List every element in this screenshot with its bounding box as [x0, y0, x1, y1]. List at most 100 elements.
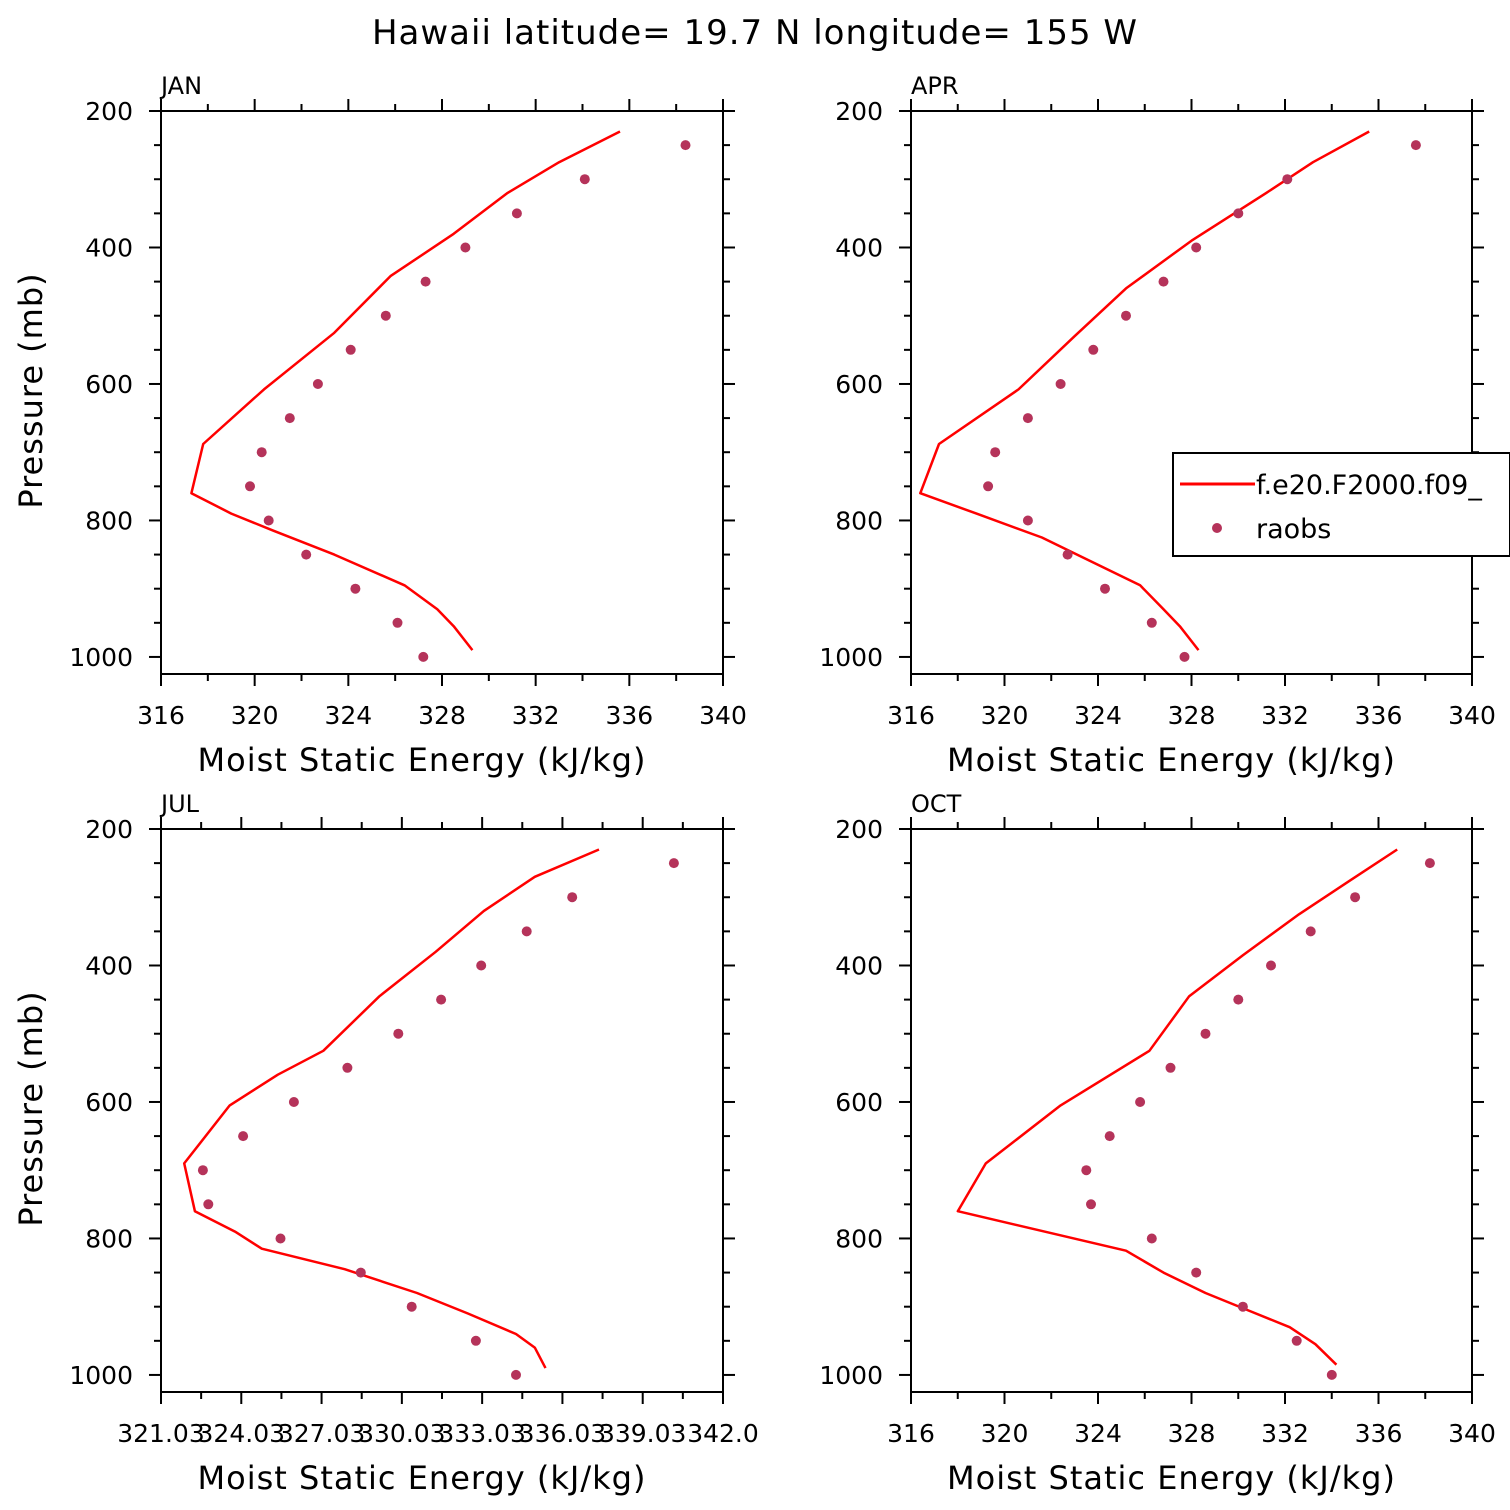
- y-tick-label: 1000: [819, 643, 883, 672]
- raobs-point: [1088, 344, 1099, 355]
- y-tick-label: 800: [85, 1224, 133, 1253]
- x-tick-label: 340: [699, 701, 747, 730]
- plot-frame: [160, 110, 724, 675]
- raobs-point: [511, 1369, 521, 1380]
- raobs-point: [1291, 1335, 1302, 1346]
- raobs-point: [245, 481, 255, 492]
- y-axis-title: Pressure (mb): [12, 990, 50, 1226]
- figure-title: Hawaii latitude= 19.7 N longitude= 155 W: [372, 13, 1138, 53]
- raobs-point: [380, 310, 391, 321]
- raobs-point: [1191, 1267, 1202, 1278]
- raobs-point: [1100, 583, 1110, 594]
- raobs-point: [1158, 276, 1169, 287]
- panel-apr: 316 320 324 328 332 336 340 200 400 600 800 1000 APR…: [819, 72, 1495, 779]
- raobs-point: [511, 208, 522, 219]
- panel-jan: 316 320 324 328 332 336 340 200 400 600 800 1000 JAN…: [12, 72, 747, 779]
- x-tick-label: 320: [981, 701, 1029, 730]
- raobs-point: [1104, 1131, 1115, 1142]
- x-tick-label: 336: [1355, 1419, 1403, 1448]
- raobs-point: [288, 1097, 299, 1107]
- raobs-point: [521, 926, 532, 937]
- raobs-point: [1350, 892, 1361, 903]
- raobs-point: [1326, 1369, 1337, 1380]
- raobs-point: [284, 413, 295, 424]
- x-tick-label: 336: [605, 701, 653, 730]
- x-tick-label: 324.03: [198, 1419, 285, 1448]
- raobs-point: [1022, 515, 1033, 526]
- y-tick-label: 1000: [819, 1361, 883, 1390]
- x-tick-label: 327.03: [278, 1419, 365, 1448]
- x-tick-label: 336: [1355, 701, 1403, 730]
- y-tick-label: 800: [835, 1224, 883, 1253]
- y-tick-label: 200: [85, 97, 133, 126]
- raobs-point: [1233, 208, 1244, 219]
- raobs-point: [1135, 1097, 1146, 1107]
- legend: f.e20.F2000.f09_ raobs: [1172, 452, 1510, 557]
- x-tick-label: 340: [1448, 1419, 1496, 1448]
- raobs-point: [1237, 1301, 1248, 1312]
- x-tick-label: 316: [887, 701, 935, 730]
- panel-jul: 321.03324.03327.03330.03333.03336.03339.…: [12, 790, 759, 1497]
- y-tick-label: 600: [85, 370, 133, 399]
- x-tick-label: 330.03: [358, 1419, 445, 1448]
- raobs-point: [1410, 140, 1421, 151]
- raobs-point: [436, 994, 447, 1005]
- panel-label: APR: [911, 72, 959, 100]
- x-tick-label: 332: [1261, 1419, 1309, 1448]
- raobs-point: [567, 892, 578, 903]
- legend-box: [1172, 452, 1510, 557]
- legend-model-label: f.e20.F2000.f09_: [1256, 470, 1482, 501]
- panel-label: JUL: [159, 790, 200, 818]
- y-tick-label: 400: [835, 233, 883, 262]
- raobs-point: [668, 858, 679, 869]
- raobs-point: [197, 1165, 208, 1176]
- y-tick-label: 1000: [69, 1361, 133, 1390]
- x-axis-title: Moist Static Energy (kJ/kg): [198, 1459, 647, 1497]
- y-tick-label: 400: [835, 951, 883, 980]
- x-tick-label: 321.03: [117, 1419, 204, 1448]
- panel-oct: 316 320 324 328 332 336 340 200 400 600 800 1000 OCT…: [819, 790, 1495, 1497]
- raobs-point: [418, 651, 429, 662]
- x-tick-label: 328: [1168, 1419, 1216, 1448]
- x-tick-label: 328: [1168, 701, 1216, 730]
- raobs-point: [420, 276, 431, 287]
- x-tick-label: 328: [418, 701, 466, 730]
- raobs-point: [579, 174, 590, 185]
- raobs-point: [1200, 1028, 1211, 1039]
- raobs-point: [393, 1028, 404, 1039]
- raobs-point: [1282, 174, 1293, 185]
- y-tick-label: 600: [835, 1088, 883, 1117]
- raobs-point: [355, 1267, 366, 1278]
- y-tick-label: 600: [835, 370, 883, 399]
- y-tick-label: 400: [85, 233, 133, 262]
- raobs-point: [238, 1131, 249, 1142]
- y-tick-label: 1000: [69, 643, 133, 672]
- plot-frame: [910, 828, 1473, 1393]
- raobs-point: [1055, 379, 1066, 389]
- raobs-point: [1062, 549, 1073, 560]
- y-tick-label: 200: [835, 815, 883, 844]
- raobs-point: [983, 481, 994, 492]
- y-tick-label: 800: [835, 506, 883, 535]
- model-series-line: [190, 130, 621, 651]
- y-tick-label: 800: [85, 506, 133, 535]
- raobs-point: [301, 549, 312, 560]
- y-tick-label: 400: [85, 951, 133, 980]
- y-axis-title: Pressure (mb): [12, 272, 50, 508]
- x-axis-title: Moist Static Energy (kJ/kg): [947, 1459, 1396, 1497]
- panel-label: JAN: [159, 72, 202, 100]
- x-axis-title: Moist Static Energy (kJ/kg): [947, 741, 1396, 779]
- raobs-point: [476, 960, 487, 971]
- model-series-line: [956, 848, 1398, 1366]
- panel-label: OCT: [911, 790, 962, 818]
- raobs-point: [1191, 242, 1202, 253]
- x-tick-label: 333.03: [438, 1419, 525, 1448]
- raobs-point: [1086, 1199, 1096, 1210]
- raobs-point: [263, 515, 274, 526]
- raobs-point: [1266, 960, 1276, 971]
- legend-obs-label: raobs: [1256, 514, 1331, 545]
- raobs-point: [1022, 413, 1033, 424]
- x-tick-label: 339.03: [599, 1419, 686, 1448]
- raobs-point: [342, 1062, 353, 1073]
- x-tick-label: 316: [887, 1419, 935, 1448]
